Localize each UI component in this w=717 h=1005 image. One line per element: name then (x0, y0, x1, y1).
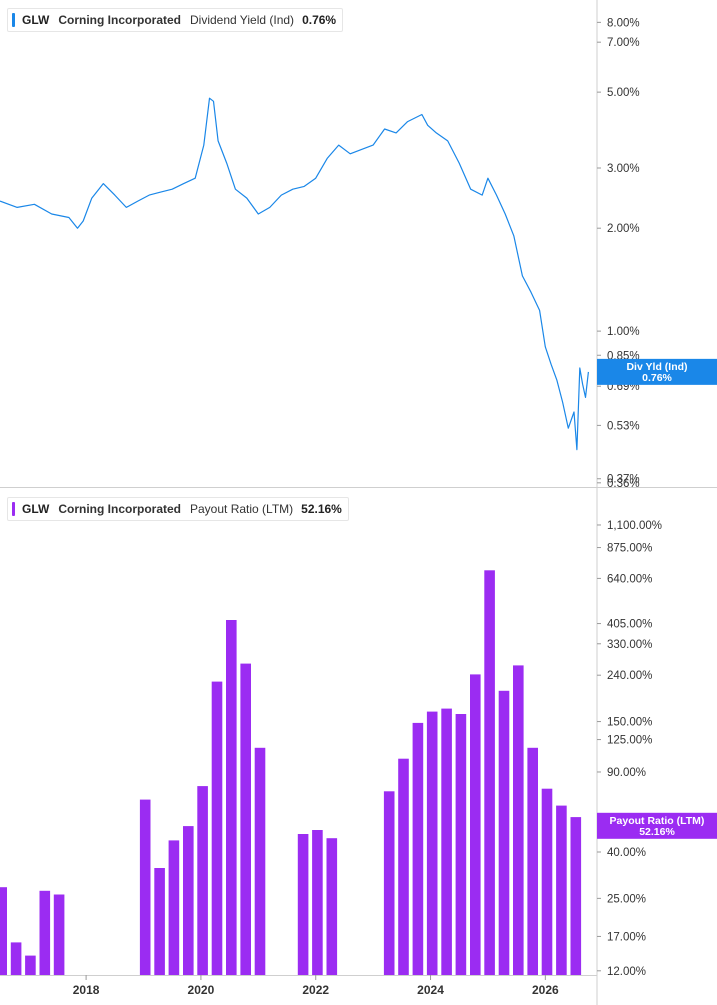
payout-bar (53, 894, 65, 975)
company-label: Corning Incorporated (58, 13, 181, 27)
time-axis: 2018 2020 2022 2024 2026 (0, 975, 597, 997)
ticker-label: GLW (22, 502, 50, 516)
payout-tick-label: 150.00% (607, 717, 652, 729)
payout-tick-label: 1,100.00% (607, 520, 662, 532)
yield-tick-label: 5.00% (607, 87, 640, 99)
payout-bar (197, 786, 208, 975)
yield-tick-label: 1.00% (607, 326, 640, 338)
metric-value: 52.16% (301, 502, 342, 516)
payout-bar (240, 663, 251, 975)
company-label: Corning Incorporated (58, 502, 181, 516)
payout-ratio-plot (0, 570, 582, 975)
payout-bar (527, 747, 538, 975)
yield-series-line (0, 97, 589, 451)
payout-tick-label: 17.00% (607, 931, 646, 943)
time-tick-label: 2024 (417, 983, 444, 997)
payout-bar (556, 805, 567, 975)
time-tick-label: 2022 (302, 983, 329, 997)
payout-badge-label: Payout Ratio (LTM) (610, 815, 705, 827)
payout-bar (0, 887, 8, 975)
ticker-label: GLW (22, 13, 50, 27)
payout-tick-label: 12.00% (607, 966, 646, 978)
payout-tick-label: 330.00% (607, 639, 652, 651)
dividend-yield-legend[interactable]: GLW Corning Incorporated Dividend Yield … (7, 8, 344, 32)
payout-badge-bg (597, 812, 717, 839)
yield-badge-bg (597, 358, 717, 385)
payout-bar (25, 955, 36, 975)
payout-bar (426, 711, 438, 975)
payout-tick-label: 240.00% (607, 670, 652, 682)
payout-bar (498, 690, 510, 975)
yield-badge-value: 0.76% (642, 372, 672, 384)
payout-badge-value: 52.16% (639, 826, 675, 838)
metric-value: 0.76% (302, 13, 337, 27)
payout-swatch (12, 502, 15, 516)
metric-label: Dividend Yield (Ind) (190, 13, 295, 27)
payout-bar (470, 674, 481, 975)
payout-bar (570, 817, 582, 975)
right-price-axis: 8.00%7.00%5.00%3.00%2.00%1.00%0.85%0.69%… (596, 0, 662, 1005)
payout-tick-label: 125.00% (607, 735, 652, 747)
payout-bar (10, 942, 22, 975)
payout-bar (254, 747, 266, 975)
yield-tick-label: 2.00% (607, 223, 640, 235)
payout-bar (484, 570, 495, 975)
payout-bar (398, 758, 409, 975)
payout-bar (211, 681, 223, 975)
dividend-yield-plot (0, 97, 589, 451)
payout-bar (139, 799, 151, 975)
payout-bar (168, 840, 180, 975)
yield-tick-label: 0.36% (607, 478, 640, 490)
payout-bar (326, 838, 338, 975)
payout-bar (412, 722, 424, 975)
payout-bar (154, 868, 165, 975)
payout-bar (312, 830, 323, 975)
payout-tick-label: 640.00% (607, 573, 652, 585)
time-tick-label: 2026 (532, 983, 559, 997)
payout-bar (383, 791, 395, 975)
yield-tick-label: 3.00% (607, 163, 640, 175)
yield-tick-label: 0.37% (607, 474, 640, 486)
yield-badge-label: Div Yld (Ind) (626, 361, 687, 373)
metric-label: Payout Ratio (LTM) (190, 502, 294, 516)
payout-tick-label: 405.00% (607, 619, 652, 631)
payout-bar (226, 620, 237, 975)
payout-tick-label: 90.00% (607, 767, 646, 779)
payout-bar (39, 890, 51, 975)
yield-tick-label: 0.53% (607, 420, 640, 432)
payout-bar (297, 834, 309, 975)
yield-tick-label: 7.00% (607, 37, 640, 49)
payout-bar (513, 665, 524, 975)
payout-bar (541, 788, 553, 975)
time-tick-label: 2018 (73, 983, 100, 997)
yield-swatch (12, 13, 15, 27)
payout-bar (441, 708, 452, 975)
payout-tick-label: 875.00% (607, 543, 652, 555)
payout-tick-label: 40.00% (607, 847, 646, 859)
payout-ratio-legend[interactable]: GLW Corning Incorporated Payout Ratio (L… (7, 497, 349, 521)
value-badges: Div Yld (Ind)0.76% Payout Ratio (LTM)52.1… (597, 358, 717, 839)
time-tick-label: 2020 (188, 983, 215, 997)
payout-tick-label: 25.00% (607, 893, 646, 905)
payout-bar (183, 826, 194, 975)
yield-tick-label: 8.00% (607, 17, 640, 29)
payout-bar (455, 714, 467, 975)
